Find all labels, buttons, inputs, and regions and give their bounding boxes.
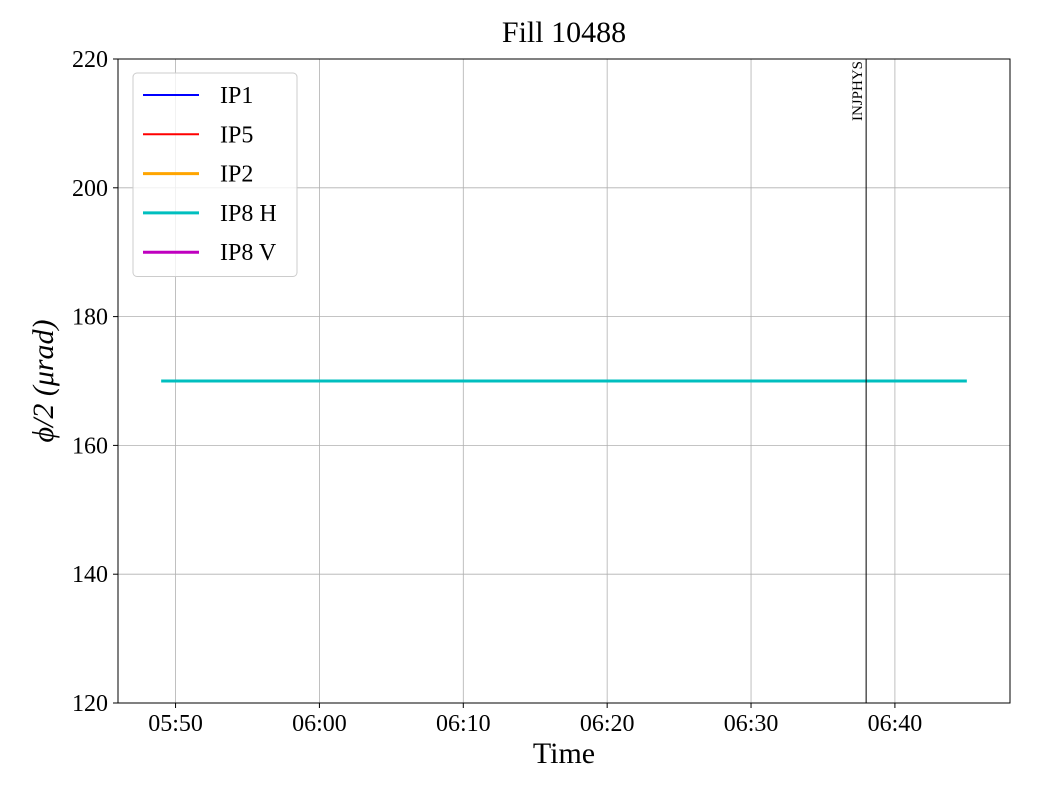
legend-label: IP1 (220, 83, 253, 109)
legend-label: IP5 (220, 122, 253, 148)
plot-frame (117, 58, 1011, 704)
x-tick-label: 06:20 (580, 711, 635, 737)
x-tick-label: 06:40 (868, 711, 923, 737)
y-tick-label: 140 (72, 562, 108, 588)
x-tick-label: 06:00 (292, 711, 347, 737)
legend-label: IP8 H (220, 201, 277, 227)
x-tick-label: 06:30 (724, 711, 779, 737)
x-tick-label: 06:10 (436, 711, 491, 737)
y-tick-label: 120 (72, 691, 108, 717)
legend-label: IP8 V (220, 240, 277, 266)
x-axis-label: Time (533, 737, 595, 770)
legend-label: IP2 (220, 162, 253, 188)
y-tick-label: 220 (72, 47, 108, 73)
chart-title: Fill 10488 (502, 16, 626, 49)
annotation-label: INJPHYS (850, 61, 866, 121)
y-tick-label: 200 (72, 176, 108, 202)
y-tick-label: 160 (72, 433, 108, 459)
legend-box (132, 72, 298, 277)
y-axis-label: ϕ/2 (μrad) (27, 319, 60, 442)
legend: IP1 IP5 IP2 IP8 H IP8 V (132, 72, 298, 277)
x-tick-label: 05:50 (148, 711, 203, 737)
y-tick-label: 180 (72, 305, 108, 331)
